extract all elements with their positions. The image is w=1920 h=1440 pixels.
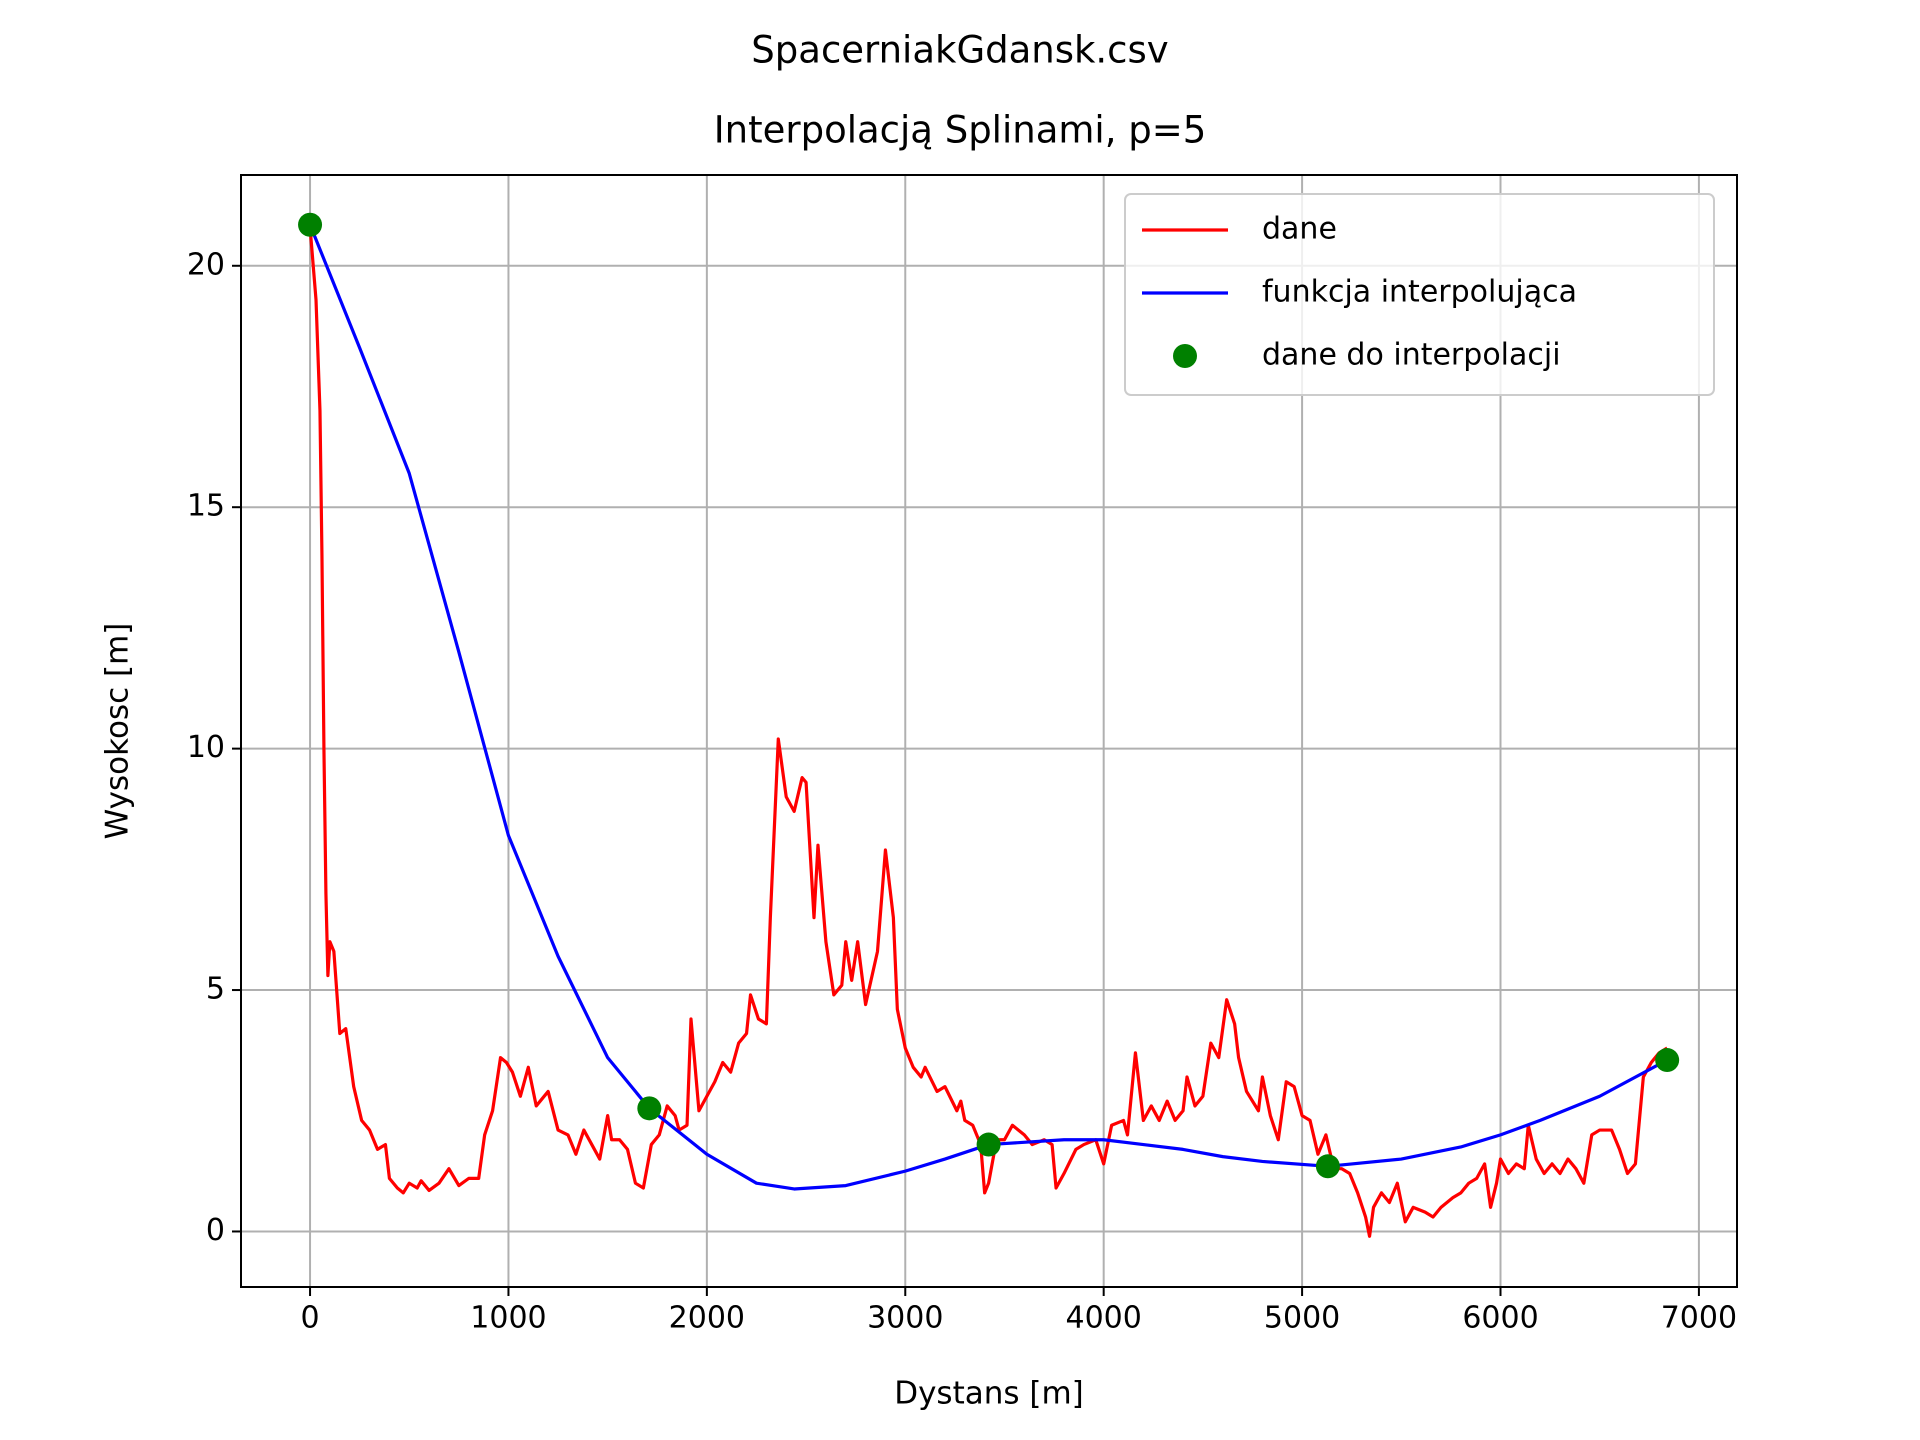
suptitle: SpacerniakGdansk.csv — [751, 29, 1168, 72]
x-tick-label: 0 — [300, 1301, 319, 1336]
data-point — [637, 1096, 662, 1121]
y-tick-label: 15 — [187, 489, 225, 524]
legend-label: funkcja interpolująca — [1262, 275, 1577, 310]
legend-label: dane do interpolacji — [1262, 338, 1561, 373]
x-tick-label: 1000 — [470, 1301, 546, 1336]
y-tick-label: 5 — [206, 972, 225, 1007]
y-tick-label: 10 — [187, 730, 225, 765]
legend-marker — [1173, 344, 1197, 368]
data-line — [308, 227, 1668, 1238]
y-tick-label: 20 — [187, 247, 225, 282]
y-tick-label: 0 — [206, 1213, 225, 1248]
x-axis-label: Dystans [m] — [894, 1376, 1084, 1412]
data-point — [298, 212, 323, 237]
data-point — [976, 1132, 1001, 1157]
x-tick-label: 2000 — [669, 1301, 745, 1336]
data-line — [308, 224, 1668, 1191]
x-tick-label: 7000 — [1661, 1301, 1737, 1336]
data-point — [1315, 1154, 1340, 1179]
axes-frame — [240, 174, 1738, 1288]
x-tick-label: 5000 — [1264, 1301, 1340, 1336]
chart-title: Interpolacją Splinami, p=5 — [714, 109, 1207, 152]
legend-label: dane — [1262, 212, 1337, 247]
y-axis-label: Wysokosc [m] — [100, 623, 136, 840]
x-tick-label: 4000 — [1066, 1301, 1142, 1336]
plot-area — [298, 212, 1680, 1238]
legend-box — [1124, 193, 1715, 396]
x-tick-label: 3000 — [867, 1301, 943, 1336]
x-tick-label: 6000 — [1462, 1301, 1538, 1336]
data-point — [1655, 1048, 1680, 1073]
